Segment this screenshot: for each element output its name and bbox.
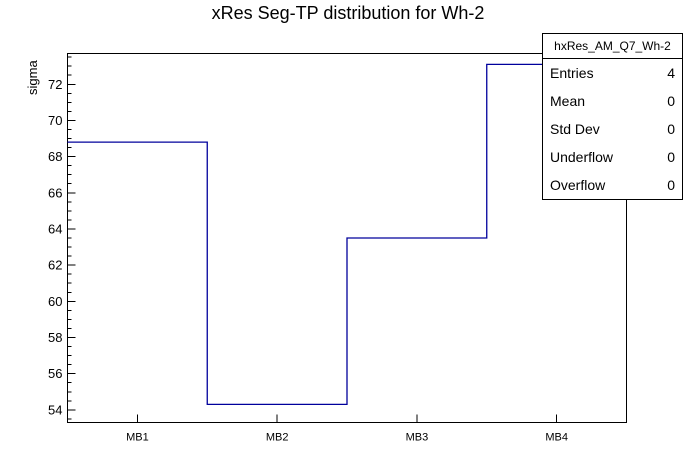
chart-title: xRes Seg-TP distribution for Wh-2 <box>211 3 485 23</box>
stats-row: Std Dev 0 <box>543 121 682 137</box>
y-axis-tick-label: 64 <box>48 221 62 236</box>
y-axis-tick-label: 54 <box>48 402 62 417</box>
stats-box: hxRes_AM_Q7_Wh-2 Entries 4 Mean 0 Std Dev 0 Un… <box>542 33 683 200</box>
stats-row-value: 0 <box>667 121 675 137</box>
stats-row: Underflow 0 <box>543 149 682 165</box>
x-axis-tick-label: MB3 <box>406 432 429 444</box>
stats-row-value: 0 <box>667 93 675 109</box>
x-axis-tick-label: MB2 <box>266 432 289 444</box>
y-axis-tick-label: 72 <box>48 77 62 92</box>
stats-row-label: Mean <box>550 93 586 109</box>
x-axis-tick-label: MB4 <box>545 432 568 444</box>
y-axis-tick-label: 62 <box>48 258 62 273</box>
stats-rows: Entries 4 Mean 0 Std Dev 0 Underflow 0 Overflow 0 <box>543 59 682 199</box>
stats-row-label: Overflow <box>550 177 606 193</box>
stats-row: Overflow 0 <box>543 177 682 193</box>
stats-row: Mean 0 <box>543 93 682 109</box>
stats-row-label: Entries <box>550 65 594 81</box>
y-axis-tick-label: 66 <box>48 185 62 200</box>
y-axis-tick-label: 56 <box>48 366 62 381</box>
stats-row-label: Underflow <box>550 149 614 165</box>
x-axis-tick-label: MB1 <box>126 432 149 444</box>
y-axis-tick-label: 68 <box>48 149 62 164</box>
stats-box-title: hxRes_AM_Q7_Wh-2 <box>543 34 682 59</box>
y-axis-tick-label: 60 <box>48 294 62 309</box>
y-axis-tick-label: 58 <box>48 330 62 345</box>
histogram-step-line <box>67 63 627 406</box>
stats-row-label: Std Dev <box>550 121 600 137</box>
stats-row-value: 0 <box>667 149 675 165</box>
stats-row: Entries 4 <box>543 65 682 81</box>
stats-row-value: 0 <box>667 177 675 193</box>
stats-row-value: 4 <box>667 65 675 81</box>
y-axis-tick-label: 70 <box>48 113 62 128</box>
